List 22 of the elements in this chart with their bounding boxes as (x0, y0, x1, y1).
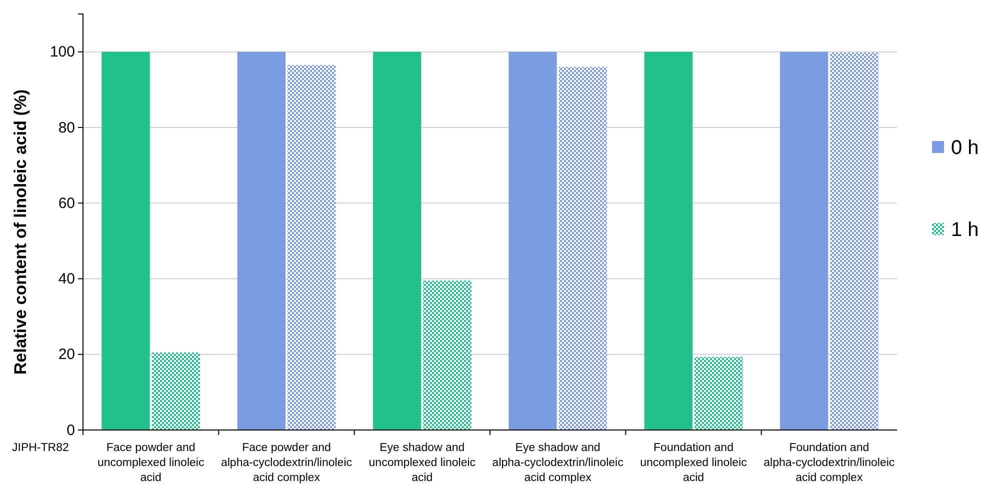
bar (237, 52, 286, 430)
y-axis-title: Relative content of linoleic acid (%) (11, 89, 30, 375)
bar (780, 52, 828, 430)
x-tick-label: Eye shadow and alpha-cyclodextrin/linoleic acid complex (492, 442, 624, 484)
bar (644, 52, 692, 430)
x-tick-label: Foundation and alpha-cyclodextrin/linoleic acid complex (764, 442, 895, 484)
text: JIPH-TR82 (12, 442, 69, 454)
x-tick-label: Face powder and uncomplexed linoleic acid (97, 442, 204, 484)
legend-label: 1 h (951, 219, 979, 241)
y-tick-label: 80 (58, 119, 75, 136)
y-tick-label: 60 (58, 194, 75, 212)
bar (508, 52, 557, 430)
x-tick-label: Face powder and alpha-cyclodextrin/linoleic acid complex (220, 442, 352, 484)
y-tick-label: 0 (66, 422, 75, 439)
bar (102, 52, 150, 430)
x-tick-label: Eye shadow and uncomplexed linoleic acid (368, 442, 476, 484)
y-tick-label: 40 (58, 270, 75, 288)
x-tick-label: Foundation and uncomplexed linoleic acid (640, 442, 748, 484)
bar (372, 52, 422, 430)
y-tick-label: 100 (50, 44, 75, 61)
y-tick-label: 20 (58, 346, 75, 364)
legend-label: 0 h (951, 137, 979, 159)
